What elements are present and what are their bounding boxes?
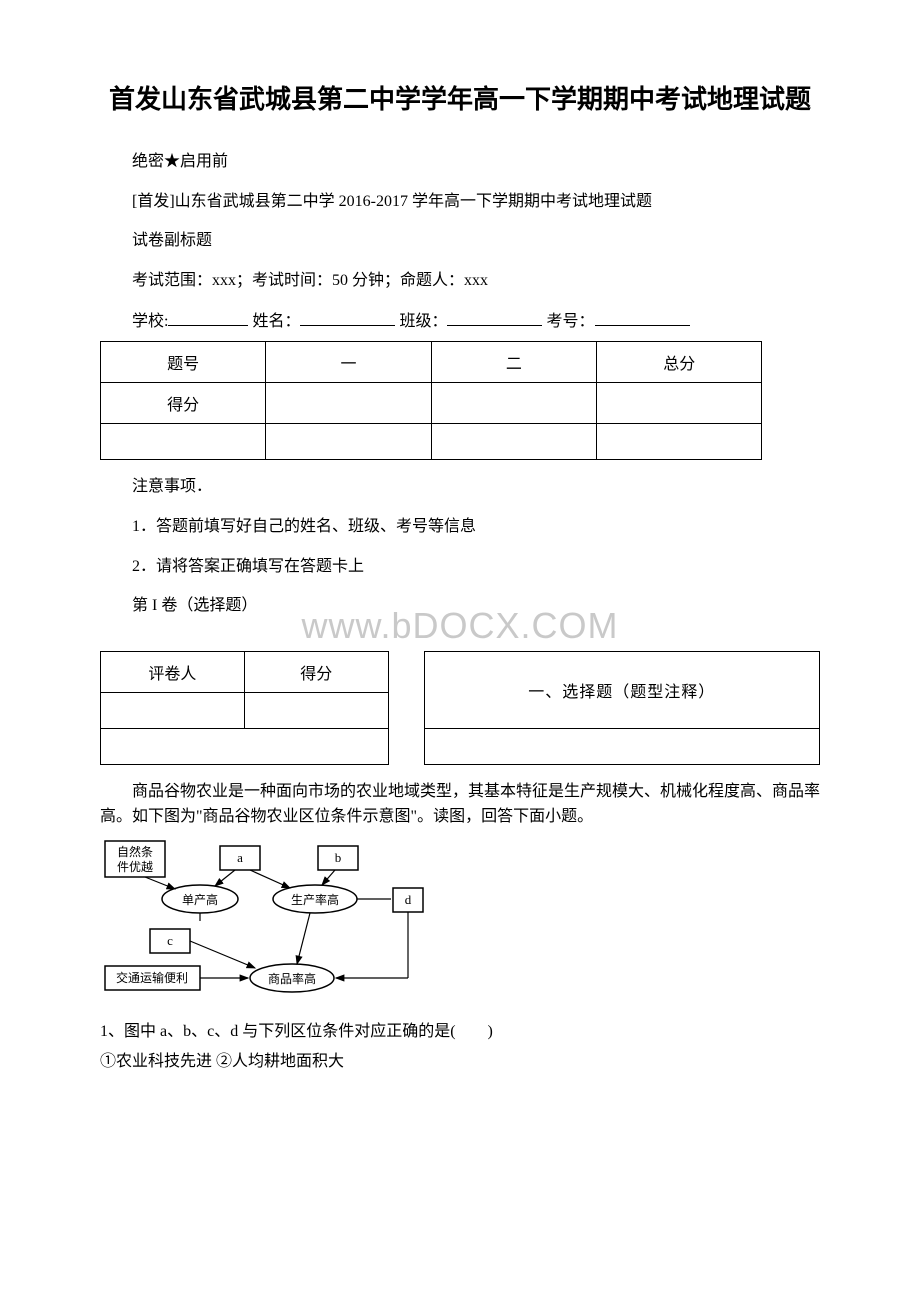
table-row: 得分 [101,383,762,424]
node-transport: 交通运输便利 [116,970,188,985]
score-header: 得分 [244,651,388,692]
section-type-label: 一、选择题（题型注释） [528,684,715,701]
flowchart-diagram: 自然条 件优越 a b 单产高 生产率高 c d 交通运输便利 [100,836,820,1001]
empty-cell [597,424,762,460]
section-table: 评卷人 得分 一、选择题（题型注释） [100,651,820,765]
empty-cell [101,424,266,460]
notice-item-2: 2．请将答案正确填写在答题卡上 [100,554,820,580]
header-cell: 一 [266,342,431,383]
table-row: 评卷人 得分 一、选择题（题型注释） [101,651,820,692]
document-content: 首发山东省武城县第二中学学年高一下学期期中考试地理试题 绝密★启用前 [首发]山… [100,80,820,1074]
class-field[interactable] [447,310,542,326]
node-natural-line2: 件优越 [117,860,153,874]
score-table: 题号 一 二 总分 得分 [100,341,762,460]
class-label: 班级： [399,313,447,330]
table-row [101,728,820,764]
section1-label: 第 I 卷（选择题） [100,593,820,619]
fill-info-line: 学校: 姓名： 班级： 考号： [100,307,820,331]
score-cell[interactable] [597,383,762,424]
score-cell[interactable] [244,692,388,728]
empty-cell [424,728,819,764]
question-1-options: ①农业科技先进 ②人均耕地面积大 [100,1049,820,1075]
node-yield-high: 单产高 [182,892,218,907]
question-1: 1、图中 a、b、c、d 与下列区位条件对应正确的是( ) [100,1019,820,1045]
grader-cell[interactable] [101,692,245,728]
score-cell[interactable] [266,383,431,424]
node-commodity-high: 商品率高 [268,971,316,986]
section-type-cell: 一、选择题（题型注释） [424,651,819,728]
notice-title: 注意事项． [100,474,820,500]
name-label: 姓名： [252,313,300,330]
secrecy-line: 绝密★启用前 [100,149,820,175]
score-cell[interactable] [431,383,596,424]
table-row: 题号 一 二 总分 [101,342,762,383]
node-natural-line1: 自然条 [117,844,153,859]
node-d: d [405,892,412,907]
question-paragraph: 商品谷物农业是一种面向市场的农业地域类型，其基本特征是生产规模大、机械化程度高、… [100,779,820,830]
empty-cell [101,728,389,764]
scope-line: 考试范围：xxx；考试时间：50 分钟；命题人：xxx [100,268,820,294]
notice-item-1: 1．答题前填写好自己的姓名、班级、考号等信息 [100,514,820,540]
row-label-cell: 得分 [101,383,266,424]
header-cell: 二 [431,342,596,383]
school-field[interactable] [168,310,248,326]
subtitle-line: [首发]山东省武城县第二中学 2016-2017 学年高一下学期期中考试地理试题 [100,189,820,215]
empty-cell [266,424,431,460]
node-c: c [167,933,173,948]
examno-field[interactable] [595,310,690,326]
school-label: 学校: [132,313,168,330]
header-cell: 题号 [101,342,266,383]
node-a: a [237,850,243,865]
table-row [101,424,762,460]
name-field[interactable] [300,310,395,326]
empty-cell [431,424,596,460]
page-title: 首发山东省武城县第二中学学年高一下学期期中考试地理试题 [100,80,820,119]
subcaption-line: 试卷副标题 [100,228,820,254]
node-productivity-high: 生产率高 [291,892,339,907]
header-cell: 总分 [597,342,762,383]
grader-header: 评卷人 [101,651,245,692]
examno-label: 考号： [546,313,594,330]
node-b: b [335,850,342,865]
